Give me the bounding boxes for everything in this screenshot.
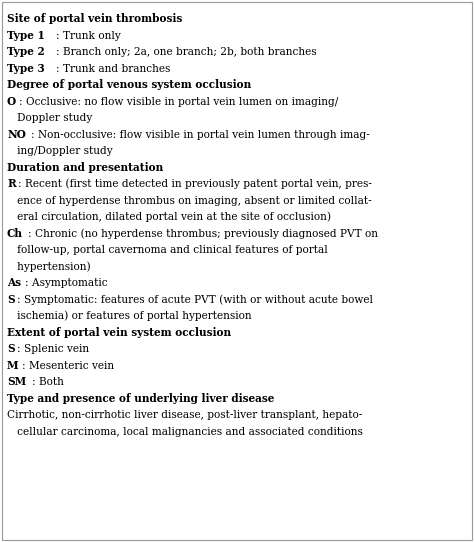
Text: : Splenic vein: : Splenic vein [17, 344, 89, 354]
Text: NO: NO [7, 128, 26, 139]
Text: : Occlusive: no flow visible in portal vein lumen on imaging/: : Occlusive: no flow visible in portal v… [19, 96, 338, 107]
Text: Type 2: Type 2 [7, 46, 45, 57]
Text: M: M [7, 359, 18, 371]
Text: : Both: : Both [32, 377, 64, 387]
Text: Type 3: Type 3 [7, 62, 45, 74]
Text: Extent of portal vein system occlusion: Extent of portal vein system occlusion [7, 326, 231, 338]
Text: : Chronic (no hyperdense thrombus; previously diagnosed PVT on: : Chronic (no hyperdense thrombus; previ… [27, 228, 378, 238]
Text: hypertension): hypertension) [7, 261, 91, 272]
Text: : Trunk and branches: : Trunk and branches [56, 63, 170, 74]
Text: cellular carcinoma, local malignancies and associated conditions: cellular carcinoma, local malignancies a… [7, 427, 363, 436]
Text: S: S [7, 343, 15, 354]
Text: : Non-occlusive: flow visible in portal vein lumen through imag-: : Non-occlusive: flow visible in portal … [31, 130, 370, 139]
Text: Type and presence of underlying liver disease: Type and presence of underlying liver di… [7, 392, 274, 404]
Text: Duration and presentation: Duration and presentation [7, 162, 163, 172]
Text: Degree of portal venous system occlusion: Degree of portal venous system occlusion [7, 79, 251, 90]
Text: : Symptomatic: features of acute PVT (with or without acute bowel: : Symptomatic: features of acute PVT (wi… [17, 294, 373, 305]
Text: Type 1: Type 1 [7, 29, 45, 41]
Text: SM: SM [7, 376, 26, 387]
Text: Doppler study: Doppler study [7, 113, 92, 123]
Text: ing/Doppler study: ing/Doppler study [7, 146, 113, 156]
Text: : Asymptomatic: : Asymptomatic [25, 278, 108, 288]
Text: : Trunk only: : Trunk only [56, 30, 120, 41]
Text: eral circulation, dilated portal vein at the site of occlusion): eral circulation, dilated portal vein at… [7, 211, 331, 222]
Text: follow-up, portal cavernoma and clinical features of portal: follow-up, portal cavernoma and clinical… [7, 245, 328, 255]
Text: : Recent (first time detected in previously patent portal vein, pres-: : Recent (first time detected in previou… [18, 178, 372, 189]
Text: : Mesenteric vein: : Mesenteric vein [22, 360, 114, 371]
Text: R: R [7, 178, 16, 189]
Text: S: S [7, 294, 15, 305]
Text: Cirrhotic, non-cirrhotic liver disease, post-liver transplant, hepato-: Cirrhotic, non-cirrhotic liver disease, … [7, 410, 362, 420]
Text: Site of portal vein thrombosis: Site of portal vein thrombosis [7, 13, 182, 24]
Text: As: As [7, 277, 21, 288]
Text: : Branch only; 2a, one branch; 2b, both branches: : Branch only; 2a, one branch; 2b, both … [56, 47, 316, 57]
Text: ischemia) or features of portal hypertension: ischemia) or features of portal hyperten… [7, 311, 252, 321]
Text: ence of hyperdense thrombus on imaging, absent or limited collat-: ence of hyperdense thrombus on imaging, … [7, 196, 372, 205]
Text: Ch: Ch [7, 228, 23, 238]
Text: O: O [7, 95, 16, 107]
